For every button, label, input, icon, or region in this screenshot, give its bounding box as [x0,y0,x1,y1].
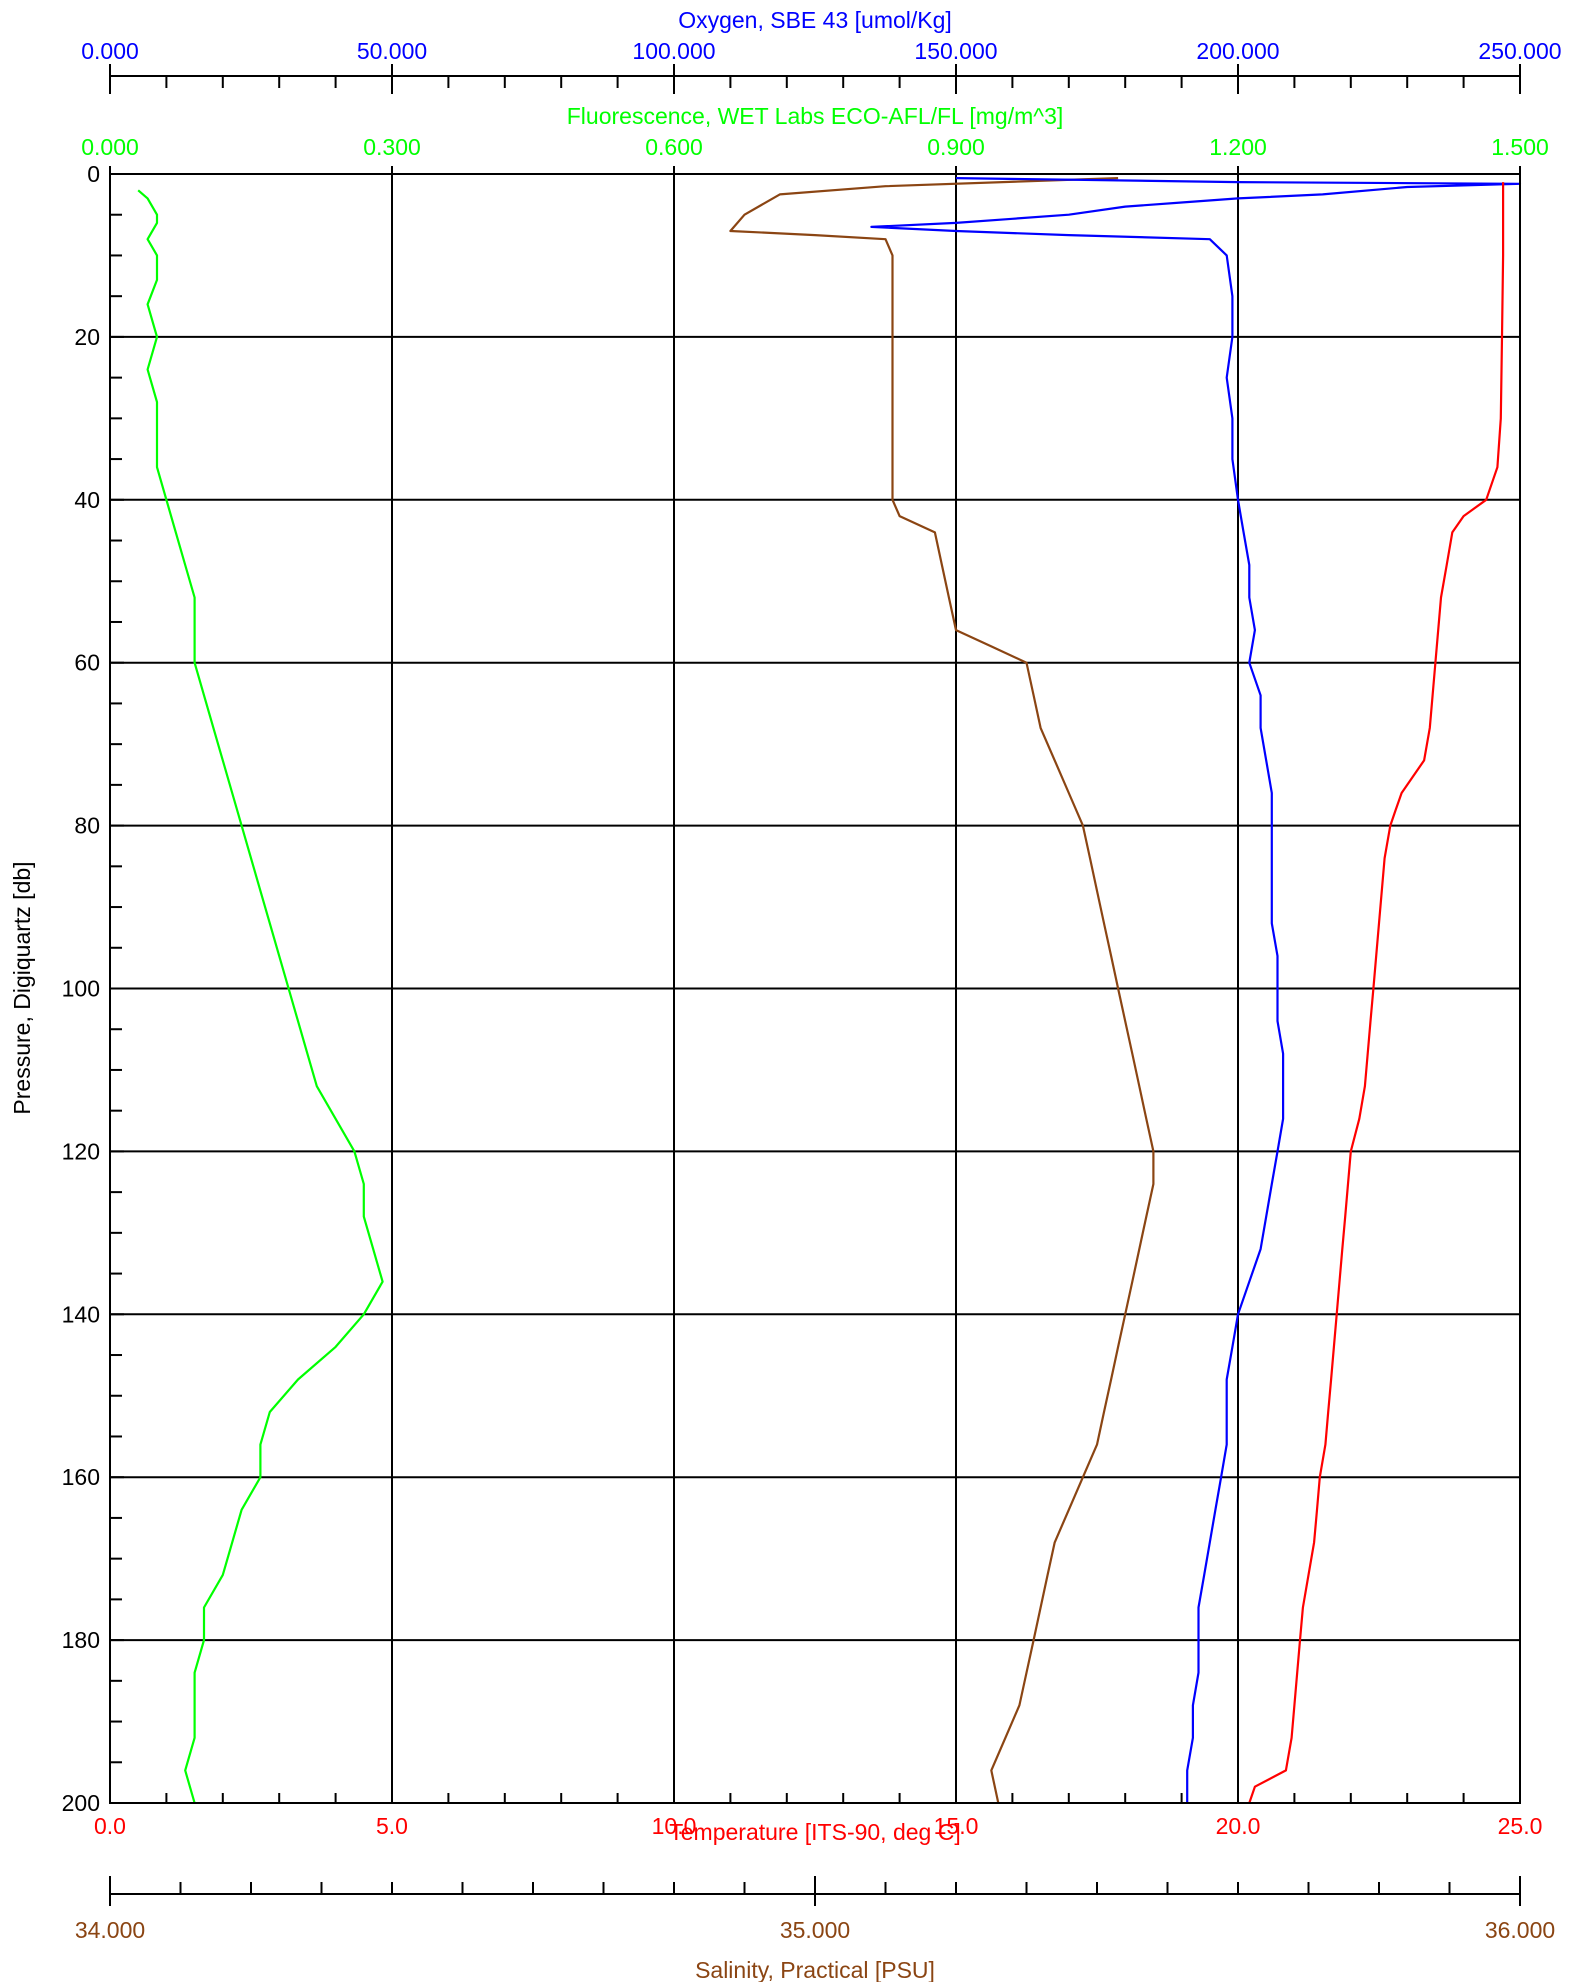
pressure-tick-label: 180 [62,1627,100,1653]
temperature-tick-label: 25.0 [1498,1813,1543,1839]
temperature-series-line [1248,182,1505,1804]
pressure-tick-label: 120 [62,1138,100,1164]
temperature-tick-label: 10.0 [652,1813,697,1839]
fluorescence-tick-label: 1.500 [1491,134,1549,160]
oxygen-axis-label: Oxygen, SBE 43 [umol/Kg] [678,7,952,33]
fluorescence-tick-label: 0.900 [927,134,985,160]
oxygen-tick-label: 250.000 [1478,38,1561,64]
tick-labels: 0.000 50.000 100.000 150.000 200.000 250.0000… [62,38,1562,1943]
pressure-tick-label: 60 [74,650,100,676]
fluorescence-tick-label: 1.200 [1209,134,1267,160]
pressure-tick-label: 0 [87,161,100,187]
temperature-tick-label: 5.0 [376,1813,408,1839]
oxygen-tick-label: 100.000 [632,38,715,64]
plot-frame [109,173,1521,1804]
salinity-axis-label: Salinity, Practical [PSU] [695,1957,935,1982]
fluorescence-tick-label: 0.300 [363,134,421,160]
oxygen-tick-label: 50.000 [357,38,427,64]
salinity-series-line [729,177,1155,1804]
pressure-tick-label: 20 [74,324,100,350]
fluorescence-tick-label: 0.600 [645,134,703,160]
fluorescence-tick-label: 0.000 [81,134,139,160]
pressure-tick-label: 80 [74,813,100,839]
pressure-tick-label: 40 [74,487,100,513]
pressure-tick-label: 160 [62,1464,100,1490]
fluorescence-series-line [137,189,384,1804]
oxygen-tick-label: 0.000 [81,38,139,64]
salinity-tick-label: 34.000 [75,1917,145,1943]
salinity-tick-label: 36.000 [1485,1917,1555,1943]
temperature-tick-label: 0.0 [94,1813,126,1839]
pressure-tick-label: 200 [62,1790,100,1816]
temperature-tick-label: 20.0 [1216,1813,1261,1839]
temperature-axis-label: Temperature [ITS-90, deg C] [669,1819,960,1845]
pressure-tick-label: 140 [62,1301,100,1327]
oxygen-tick-label: 150.000 [914,38,997,64]
series-layer [137,177,1522,1804]
oxygen-series-line [870,177,1522,1803]
fluorescence-axis-label: Fluorescence, WET Labs ECO-AFL/FL [mg/m^… [567,103,1064,129]
temperature-tick-label: 15.0 [934,1813,979,1839]
pressure-axis-label: Pressure, Digiquartz [db] [9,861,35,1114]
pressure-tick-label: 100 [62,976,100,1002]
salinity-tick-label: 35.000 [780,1917,850,1943]
oxygen-tick-label: 200.000 [1196,38,1279,64]
